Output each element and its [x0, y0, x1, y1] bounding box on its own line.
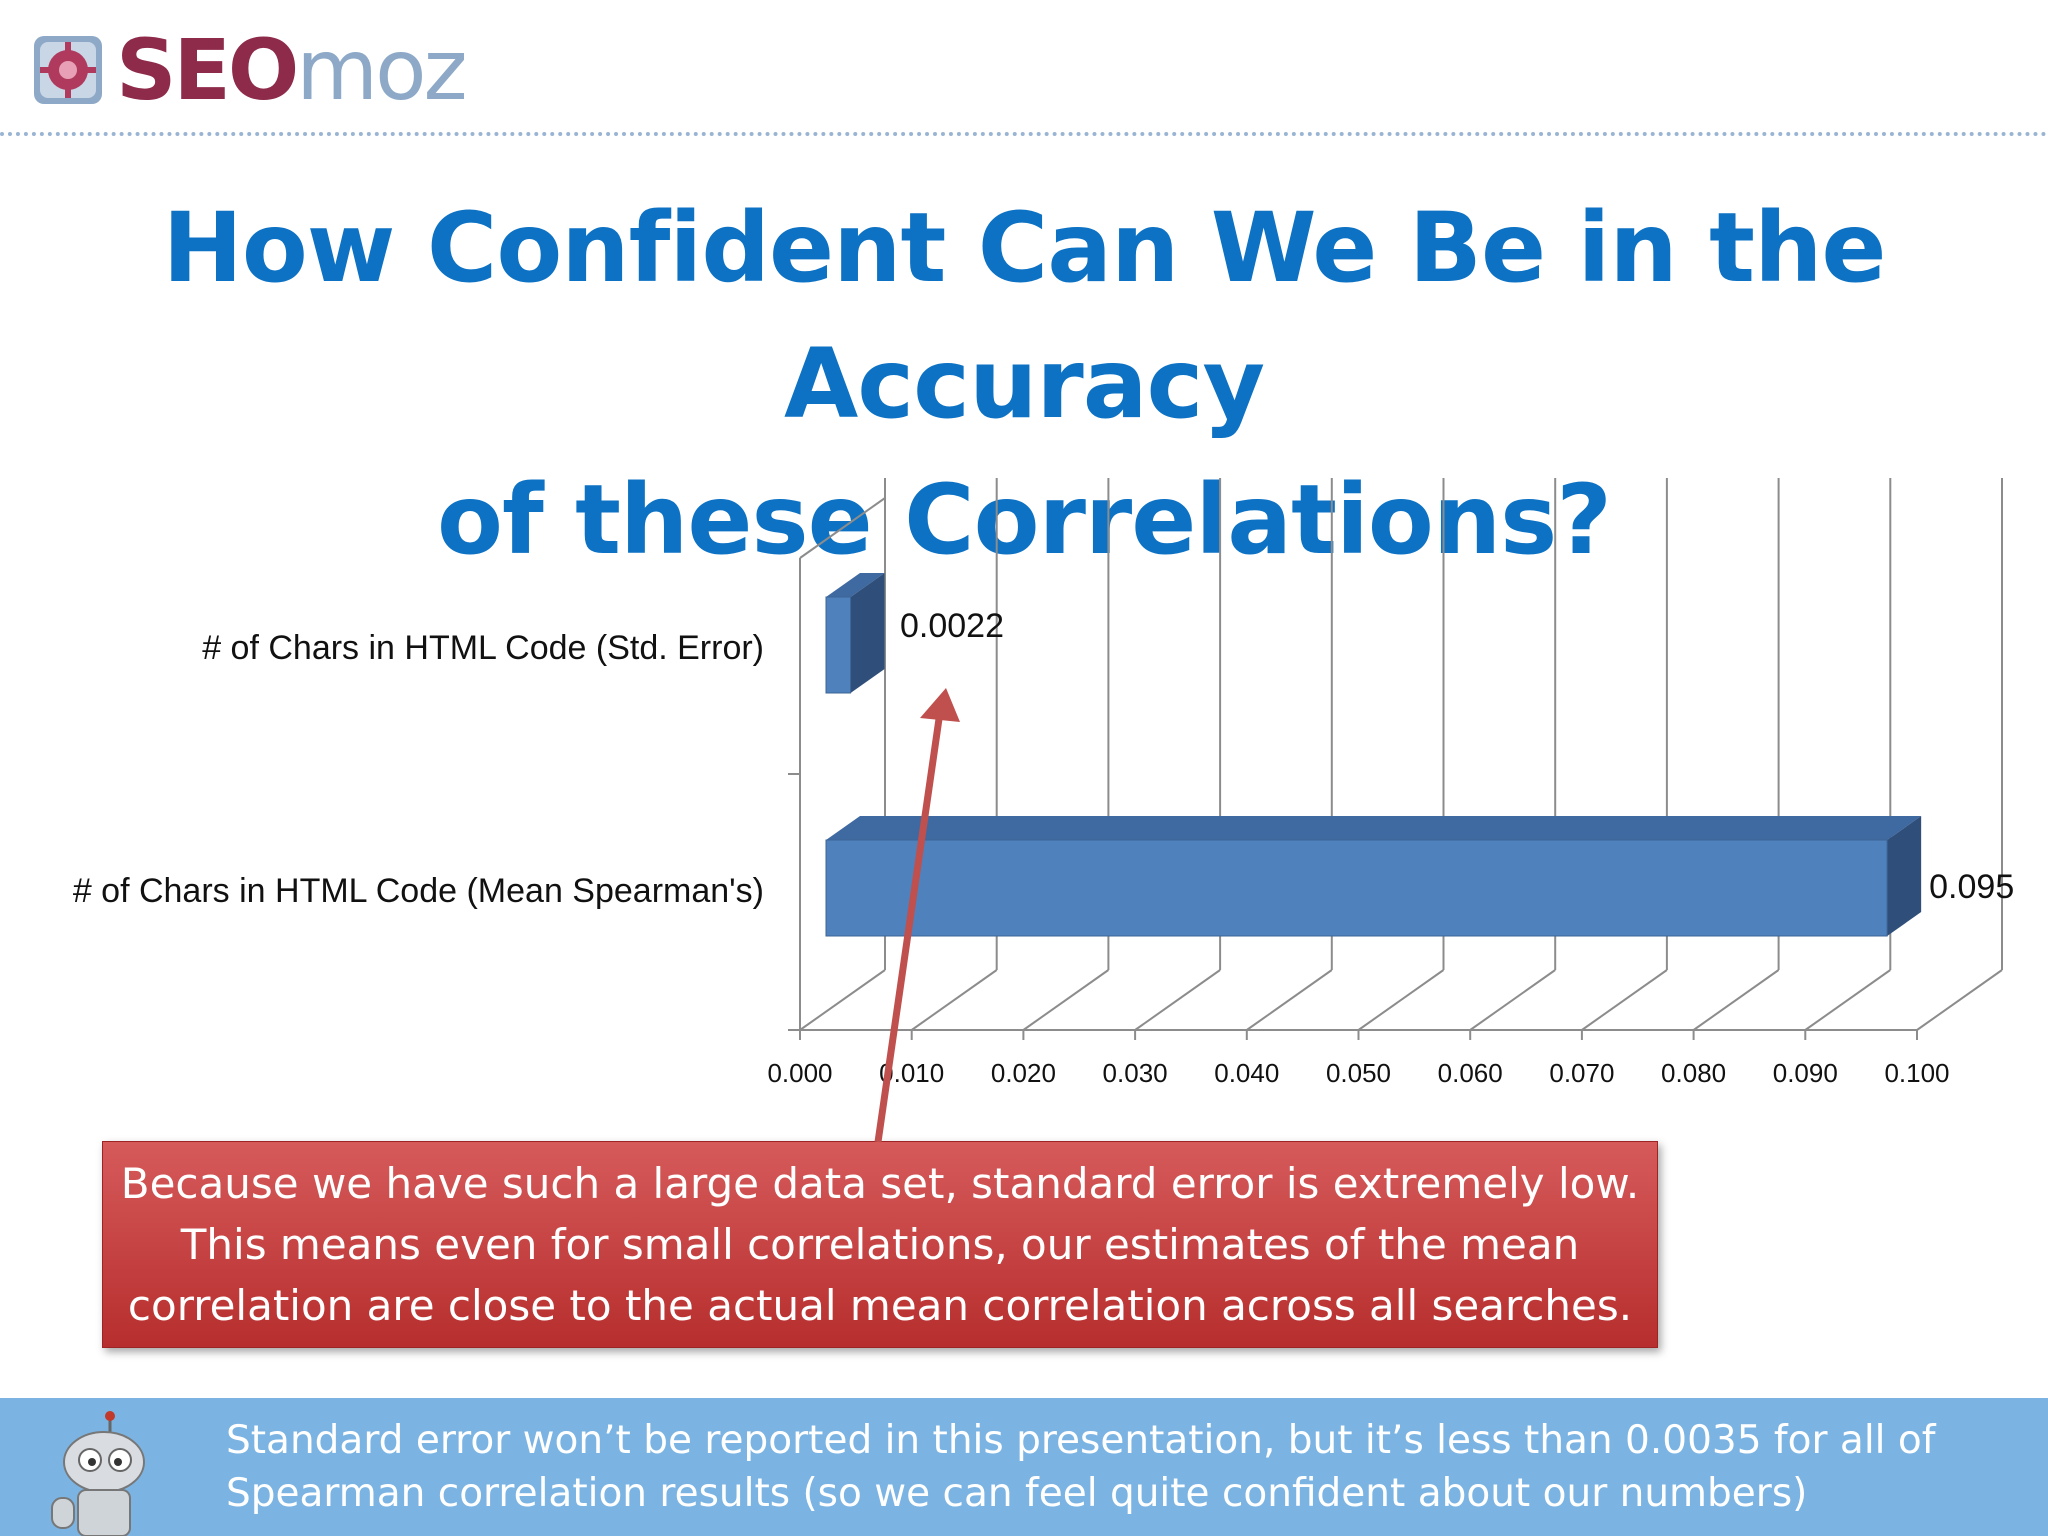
callout-line-1: Because we have such a large data set, s… — [120, 1159, 1640, 1208]
bar-top-face — [826, 573, 885, 597]
category-label: # of Chars in HTML Code (Mean Spearman's… — [73, 872, 764, 910]
chart-data-labels: 0.0022 0.095 — [900, 607, 2014, 906]
bar-chart: # of Chars in HTML Code (Std. Error) # of… — [73, 478, 2014, 1088]
bar-side-face — [850, 573, 885, 693]
footer-line-1: Standard error won’t be reported in this… — [226, 1418, 1936, 1463]
x-tick-label: 0.030 — [1103, 1058, 1168, 1088]
seomoz-logo: SEOmoz — [32, 28, 468, 112]
floor-gridline — [1916, 969, 2003, 1031]
x-tick-label: 0.080 — [1661, 1058, 1726, 1088]
bar — [825, 839, 1888, 937]
x-tick-label: 0.070 — [1549, 1058, 1614, 1088]
x-tick-label: 0.040 — [1214, 1058, 1279, 1088]
x-tick-label: 0.090 — [1773, 1058, 1838, 1088]
bar-top-face — [826, 816, 1922, 840]
floor-gridline — [1357, 969, 1445, 1031]
seomoz-gear-badge-icon — [34, 36, 102, 104]
x-tick-label: 0.010 — [879, 1058, 944, 1088]
x-tick-label: 0.020 — [991, 1058, 1056, 1088]
left-wall-top-edge — [799, 497, 886, 559]
slide-title: How Confident Can We Be in the Accuracy … — [0, 180, 2048, 588]
chart-floor-gridlines — [788, 773, 2003, 1040]
chart-category-labels: # of Chars in HTML Code (Std. Error) # of… — [73, 629, 764, 910]
x-tick-label: 0.000 — [767, 1058, 832, 1088]
header-divider — [0, 132, 2048, 136]
x-tick-label: 0.050 — [1326, 1058, 1391, 1088]
callout-line-3: correlation are close to the actual mean… — [127, 1281, 1633, 1330]
floor-gridline — [1134, 969, 1221, 1031]
floor-gridline — [1022, 969, 1109, 1031]
footer-band — [0, 1398, 2048, 1536]
chart-back-gridlines — [799, 478, 2003, 1030]
category-label: # of Chars in HTML Code (Std. Error) — [202, 629, 764, 667]
chart-bars — [825, 573, 1922, 937]
floor-gridline — [1581, 969, 1668, 1031]
slide-title-line-1: How Confident Can We Be in the Accuracy — [162, 192, 1886, 440]
logo-moz-text: moz — [296, 21, 467, 119]
floor-gridline — [911, 969, 998, 1031]
floor-gridline — [1693, 969, 1780, 1031]
bar — [825, 596, 852, 694]
logo-seo-text: SEO — [116, 21, 299, 119]
robot-mascot-icon — [51, 1411, 145, 1536]
floor-gridline — [1469, 969, 1556, 1031]
bar-side-face — [1887, 816, 1922, 936]
floor-gridline — [1804, 969, 1891, 1031]
logo-wordmark: SEOmoz — [116, 28, 468, 112]
callout-box: Because we have such a large data set, s… — [102, 1141, 1658, 1348]
callout-line-2: This means even for small correlations, … — [180, 1220, 1580, 1269]
x-tick-label: 0.060 — [1438, 1058, 1503, 1088]
data-label: 0.0022 — [900, 607, 1004, 645]
chart-x-tick-labels: 0.000 0.010 0.020 0.030 0.040 0.050 0.060 0.070… — [767, 1058, 1949, 1088]
x-tick-label: 0.100 — [1884, 1058, 1949, 1088]
floor-gridline — [799, 969, 886, 1031]
floor-gridline — [1246, 969, 1333, 1031]
footer-note: Standard error won’t be reported in this… — [226, 1414, 2026, 1520]
data-label: 0.095 — [1929, 868, 2014, 906]
footer-line-2: Spearman correlation results (so we can … — [226, 1471, 1808, 1516]
slide-title-line-2: of these Correlations? — [437, 464, 1612, 576]
